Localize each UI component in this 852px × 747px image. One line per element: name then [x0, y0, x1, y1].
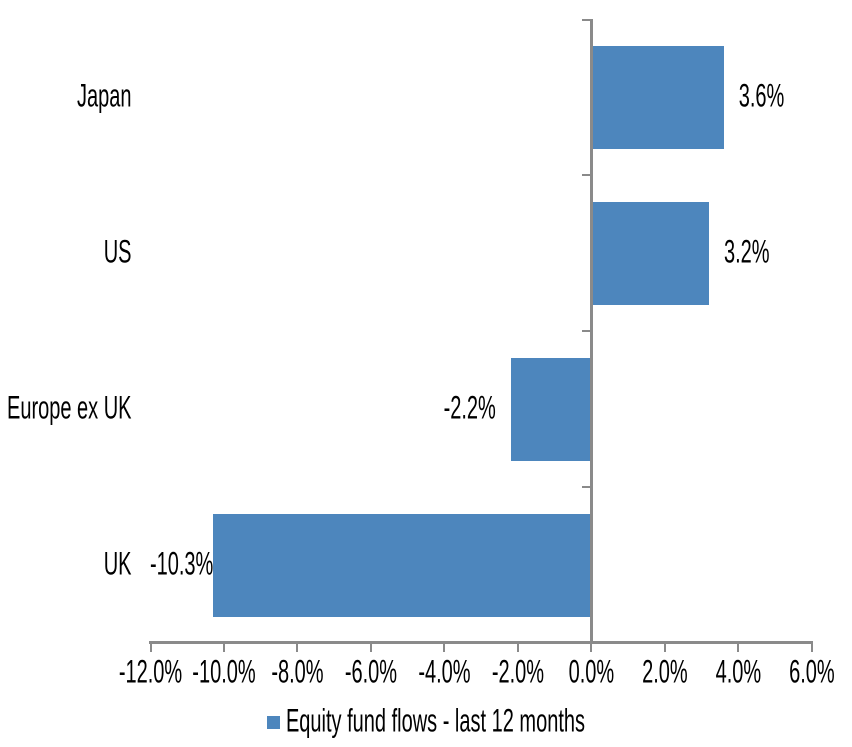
bar-us — [591, 201, 709, 305]
x-tick-label: 0.0% — [568, 655, 615, 691]
x-tick-label: -2.0% — [491, 655, 545, 691]
x-tick — [516, 641, 519, 652]
data-label-uk: -10.3% — [149, 547, 214, 583]
legend-swatch — [266, 715, 280, 729]
x-tick-label: -12.0% — [118, 655, 183, 691]
x-tick-label: 4.0% — [715, 655, 762, 691]
legend-label: Equity fund flows - last 12 months — [285, 704, 586, 740]
category-boundary-tick — [582, 174, 591, 177]
category-label-europe-ex-uk: Europe ex UK — [6, 391, 132, 427]
x-tick-label: -6.0% — [344, 655, 398, 691]
x-tick — [663, 641, 666, 652]
category-label-us: US — [103, 235, 132, 271]
data-label-japan: 3.6% — [738, 79, 785, 116]
category-boundary-tick — [582, 486, 591, 489]
x-tick-label: 2.0% — [642, 655, 688, 691]
x-tick — [590, 641, 593, 652]
x-tick — [810, 641, 813, 652]
x-tick — [222, 641, 225, 652]
x-tick — [149, 641, 152, 652]
x-axis-line — [149, 641, 814, 644]
x-tick — [737, 641, 740, 652]
x-tick — [296, 641, 299, 652]
category-label-uk: UK — [103, 547, 132, 583]
bar-europe-ex-uk — [510, 357, 592, 461]
category-boundary-tick — [582, 18, 591, 21]
x-tick-label: -4.0% — [418, 655, 471, 691]
bar-uk — [212, 513, 592, 617]
x-tick-label: -10.0% — [192, 655, 256, 691]
data-label-europe-ex-uk: -2.2% — [443, 391, 496, 427]
category-boundary-tick — [582, 330, 591, 333]
bar-japan — [591, 45, 724, 149]
x-tick-label: -8.0% — [271, 655, 324, 691]
category-label-japan: Japan — [77, 79, 132, 116]
zero-axis-line — [590, 19, 593, 644]
x-tick — [369, 641, 372, 652]
data-label-us: 3.2% — [724, 235, 770, 271]
legend: Equity fund flows - last 12 months — [0, 706, 852, 738]
x-tick — [443, 641, 446, 652]
x-tick-label: 6.0% — [789, 655, 835, 691]
